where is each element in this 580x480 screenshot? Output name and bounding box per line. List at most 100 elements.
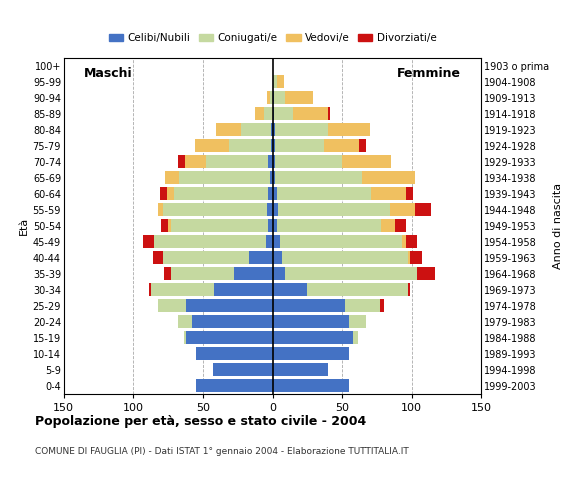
Bar: [359, 139, 366, 152]
Bar: [269, 155, 273, 168]
Bar: [192, 315, 273, 328]
Bar: [273, 75, 277, 88]
Y-axis label: Anno di nascita: Anno di nascita: [553, 182, 563, 269]
Bar: [285, 91, 313, 104]
Bar: [273, 139, 275, 152]
Bar: [345, 299, 380, 312]
Bar: [276, 171, 362, 184]
Bar: [408, 251, 411, 264]
Bar: [183, 331, 186, 344]
Bar: [158, 299, 186, 312]
Bar: [406, 235, 418, 248]
Bar: [273, 235, 280, 248]
Bar: [271, 139, 273, 152]
Bar: [277, 75, 284, 88]
Bar: [273, 283, 307, 296]
Bar: [179, 171, 270, 184]
Bar: [264, 107, 273, 120]
Bar: [278, 203, 390, 216]
Bar: [380, 299, 384, 312]
Bar: [273, 203, 278, 216]
Text: Popolazione per età, sesso e stato civile - 2004: Popolazione per età, sesso e stato civil…: [35, 415, 366, 428]
Bar: [273, 267, 285, 280]
Bar: [174, 187, 269, 200]
Bar: [408, 283, 411, 296]
Bar: [274, 107, 293, 120]
Bar: [267, 203, 273, 216]
Bar: [390, 203, 415, 216]
Bar: [154, 235, 266, 248]
Bar: [273, 315, 349, 328]
Bar: [402, 235, 406, 248]
Bar: [276, 139, 324, 152]
Bar: [160, 187, 167, 200]
Bar: [418, 267, 436, 280]
Bar: [255, 107, 264, 120]
Bar: [324, 139, 359, 152]
Bar: [273, 123, 275, 136]
Bar: [273, 363, 328, 376]
Y-axis label: Età: Età: [19, 216, 28, 235]
Bar: [186, 299, 273, 312]
Bar: [195, 139, 230, 152]
Bar: [151, 283, 214, 296]
Bar: [328, 123, 370, 136]
Bar: [216, 123, 241, 136]
Text: Maschi: Maschi: [84, 67, 133, 80]
Bar: [273, 219, 277, 232]
Bar: [270, 91, 273, 104]
Bar: [349, 315, 366, 328]
Text: Femmine: Femmine: [397, 67, 461, 80]
Bar: [178, 315, 192, 328]
Bar: [214, 283, 273, 296]
Bar: [415, 203, 432, 216]
Bar: [371, 187, 406, 200]
Bar: [162, 251, 249, 264]
Bar: [165, 171, 179, 184]
Bar: [276, 155, 342, 168]
Bar: [273, 91, 274, 104]
Text: COMUNE DI FAUGLIA (PI) - Dati ISTAT 1° gennaio 2004 - Elaborazione TUTTITALIA.IT: COMUNE DI FAUGLIA (PI) - Dati ISTAT 1° g…: [35, 446, 408, 456]
Bar: [168, 219, 171, 232]
Legend: Celibi/Nubili, Coniugati/e, Vedovi/e, Divorziati/e: Celibi/Nubili, Coniugati/e, Vedovi/e, Di…: [105, 29, 440, 48]
Bar: [273, 171, 275, 184]
Bar: [241, 123, 271, 136]
Bar: [164, 267, 171, 280]
Bar: [277, 219, 381, 232]
Bar: [273, 299, 345, 312]
Bar: [171, 219, 269, 232]
Bar: [406, 187, 413, 200]
Bar: [269, 187, 273, 200]
Bar: [395, 219, 406, 232]
Bar: [273, 347, 349, 360]
Bar: [381, 219, 395, 232]
Bar: [171, 267, 234, 280]
Bar: [282, 251, 408, 264]
Bar: [342, 155, 391, 168]
Bar: [273, 379, 349, 392]
Bar: [271, 123, 273, 136]
Bar: [148, 283, 151, 296]
Bar: [285, 267, 418, 280]
Bar: [167, 187, 174, 200]
Bar: [234, 267, 273, 280]
Bar: [270, 171, 273, 184]
Bar: [267, 91, 270, 104]
Bar: [143, 235, 154, 248]
Bar: [206, 155, 269, 168]
Bar: [276, 123, 328, 136]
Bar: [153, 251, 162, 264]
Bar: [213, 363, 273, 376]
Bar: [273, 187, 277, 200]
Bar: [230, 139, 271, 152]
Bar: [161, 219, 168, 232]
Bar: [307, 283, 408, 296]
Bar: [273, 155, 275, 168]
Bar: [185, 155, 206, 168]
Bar: [196, 347, 273, 360]
Bar: [274, 91, 285, 104]
Bar: [273, 107, 274, 120]
Bar: [266, 235, 273, 248]
Bar: [328, 107, 329, 120]
Bar: [196, 379, 273, 392]
